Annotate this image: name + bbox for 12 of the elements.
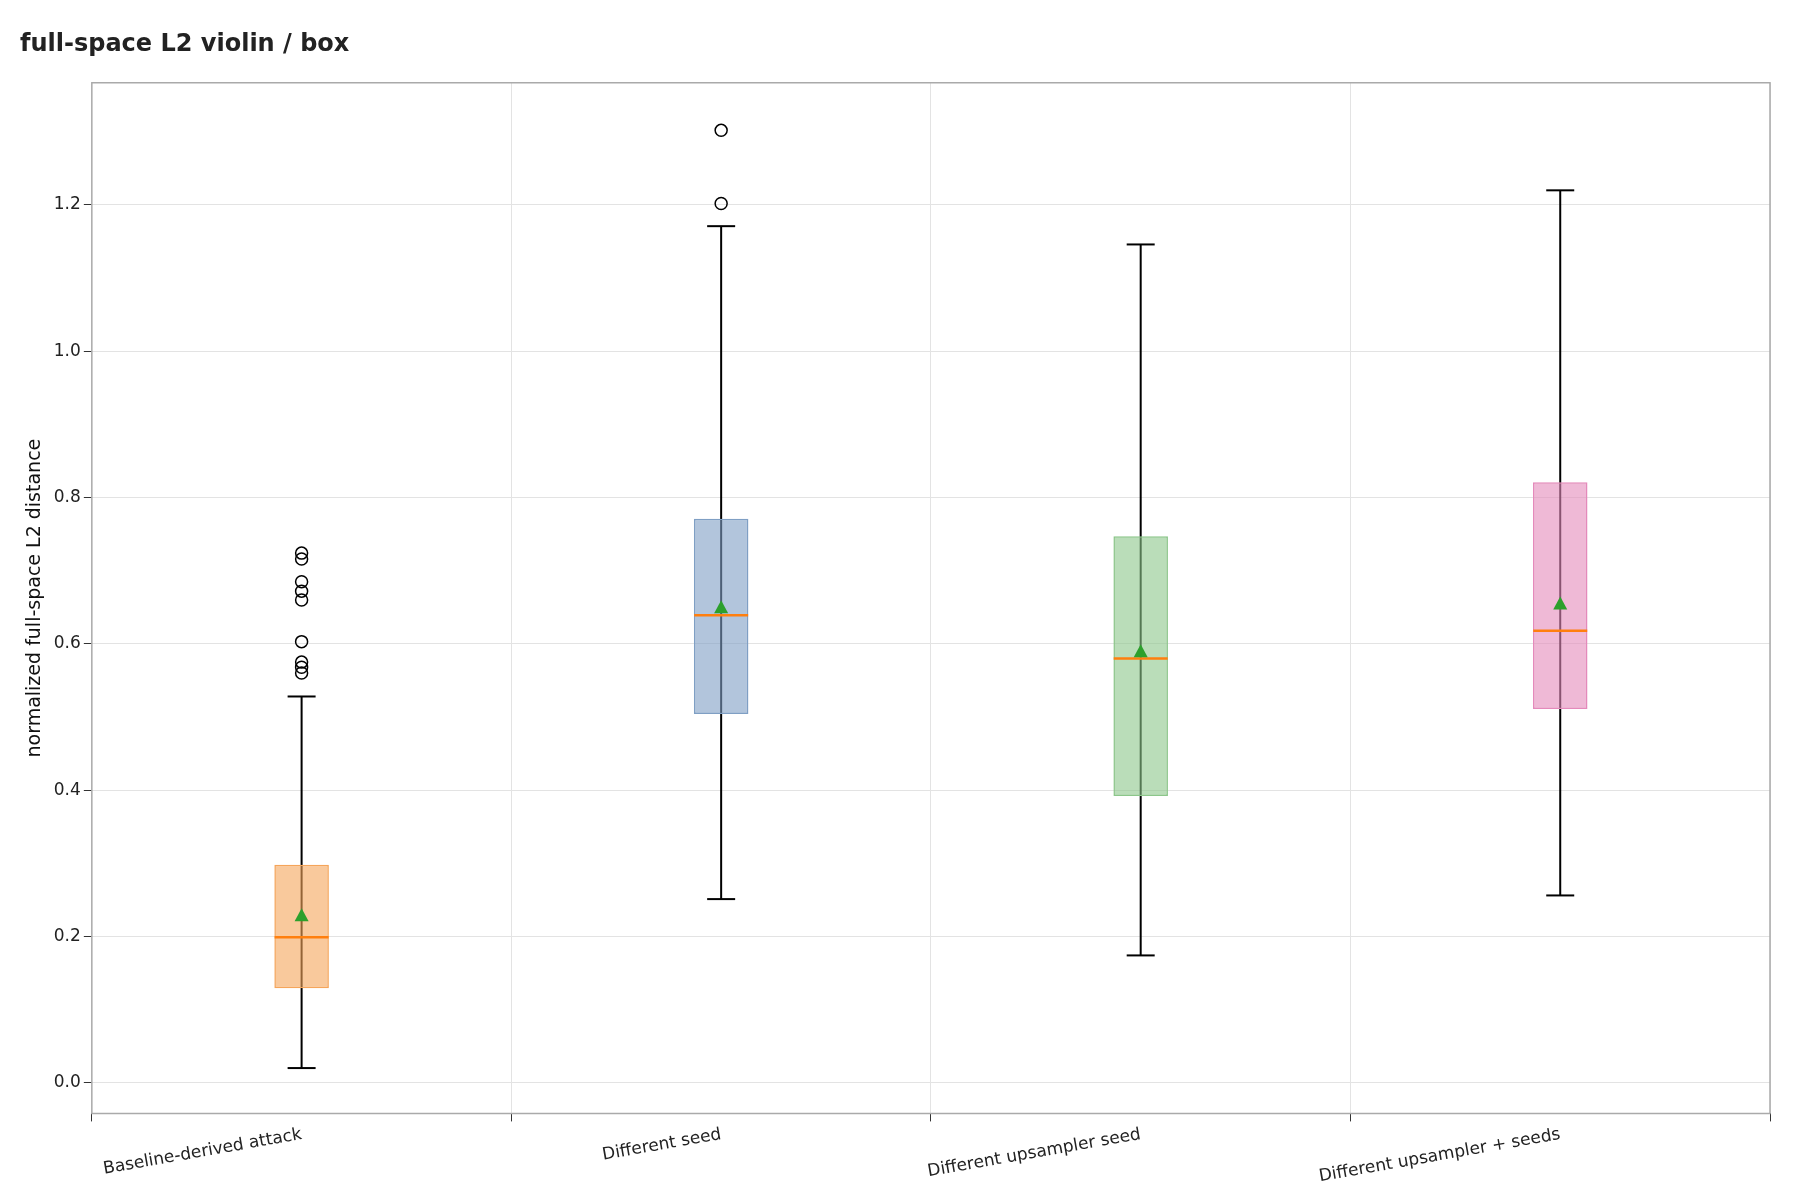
y-tick-label: 0.8 xyxy=(53,485,81,506)
chart-title: full-space L2 violin / box xyxy=(20,28,350,57)
y-tick-label: 0.4 xyxy=(53,778,81,799)
y-tick-label: 1.0 xyxy=(53,339,81,360)
y-tick-label: 1.2 xyxy=(53,193,81,214)
y-axis-title: normalized full-space L2 distance xyxy=(22,438,45,758)
x-tick-label: Different seed xyxy=(600,1123,723,1164)
x-tick-label: Different upsampler + seeds xyxy=(1317,1123,1562,1186)
y-tick-label: 0.0 xyxy=(53,1071,81,1092)
x-tick-label: Different upsampler seed xyxy=(925,1123,1143,1181)
y-tick-label: 0.6 xyxy=(53,632,81,653)
y-tick-label: 0.2 xyxy=(53,924,81,945)
